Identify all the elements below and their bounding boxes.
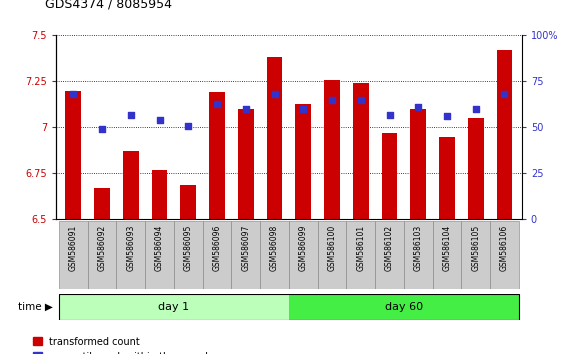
Bar — [209, 92, 225, 219]
FancyBboxPatch shape — [232, 221, 260, 289]
Text: GSM586105: GSM586105 — [471, 225, 480, 271]
Bar — [468, 118, 484, 219]
Text: GSM586101: GSM586101 — [356, 225, 365, 271]
Point — [471, 106, 480, 112]
Text: GSM586099: GSM586099 — [299, 225, 308, 271]
Text: GSM586093: GSM586093 — [126, 225, 135, 271]
Point — [270, 91, 279, 97]
Point — [500, 91, 509, 97]
Point — [414, 104, 423, 110]
Text: GSM586103: GSM586103 — [414, 225, 423, 271]
FancyBboxPatch shape — [260, 221, 289, 289]
Bar — [181, 184, 196, 219]
Bar — [410, 109, 426, 219]
Text: GSM586092: GSM586092 — [98, 225, 107, 271]
Bar — [296, 103, 311, 219]
FancyBboxPatch shape — [145, 221, 174, 289]
FancyBboxPatch shape — [88, 221, 117, 289]
Bar — [289, 294, 519, 320]
Text: GSM586098: GSM586098 — [270, 225, 279, 271]
Point — [328, 97, 337, 103]
Bar — [353, 83, 369, 219]
FancyBboxPatch shape — [375, 221, 404, 289]
Point — [385, 112, 394, 118]
Point — [126, 112, 135, 118]
Text: GSM586094: GSM586094 — [155, 225, 164, 271]
Text: day 1: day 1 — [158, 302, 190, 312]
Point — [299, 106, 308, 112]
Text: GSM586095: GSM586095 — [184, 225, 193, 271]
Bar — [324, 80, 340, 219]
Bar — [238, 109, 254, 219]
FancyBboxPatch shape — [318, 221, 346, 289]
Point — [69, 91, 78, 97]
FancyBboxPatch shape — [117, 221, 145, 289]
Bar — [123, 152, 139, 219]
Text: GSM586102: GSM586102 — [385, 225, 394, 271]
FancyBboxPatch shape — [289, 221, 318, 289]
FancyBboxPatch shape — [203, 221, 232, 289]
Point — [443, 114, 452, 119]
Point — [184, 123, 193, 129]
Bar — [439, 137, 455, 219]
Text: GSM586100: GSM586100 — [328, 225, 337, 271]
Text: GSM586106: GSM586106 — [500, 225, 509, 271]
FancyBboxPatch shape — [346, 221, 375, 289]
Bar — [151, 170, 168, 219]
Legend: transformed count, percentile rank within the sample: transformed count, percentile rank withi… — [33, 337, 214, 354]
Text: GSM586097: GSM586097 — [241, 225, 250, 271]
Text: day 60: day 60 — [385, 302, 423, 312]
Bar — [381, 133, 397, 219]
Point — [213, 101, 222, 106]
FancyBboxPatch shape — [59, 221, 88, 289]
Text: time ▶: time ▶ — [19, 302, 53, 312]
Bar — [266, 57, 282, 219]
Point — [356, 97, 365, 103]
Bar — [94, 188, 110, 219]
Point — [98, 126, 107, 132]
FancyBboxPatch shape — [433, 221, 461, 289]
Text: GSM586091: GSM586091 — [69, 225, 78, 271]
Bar — [496, 50, 512, 219]
Text: GSM586096: GSM586096 — [213, 225, 222, 271]
Point — [155, 117, 164, 123]
Point — [241, 106, 250, 112]
Bar — [66, 91, 81, 219]
FancyBboxPatch shape — [174, 221, 203, 289]
FancyBboxPatch shape — [404, 221, 433, 289]
FancyBboxPatch shape — [490, 221, 519, 289]
Bar — [59, 294, 289, 320]
Text: GDS4374 / 8085954: GDS4374 / 8085954 — [45, 0, 172, 11]
FancyBboxPatch shape — [461, 221, 490, 289]
Text: GSM586104: GSM586104 — [443, 225, 452, 271]
